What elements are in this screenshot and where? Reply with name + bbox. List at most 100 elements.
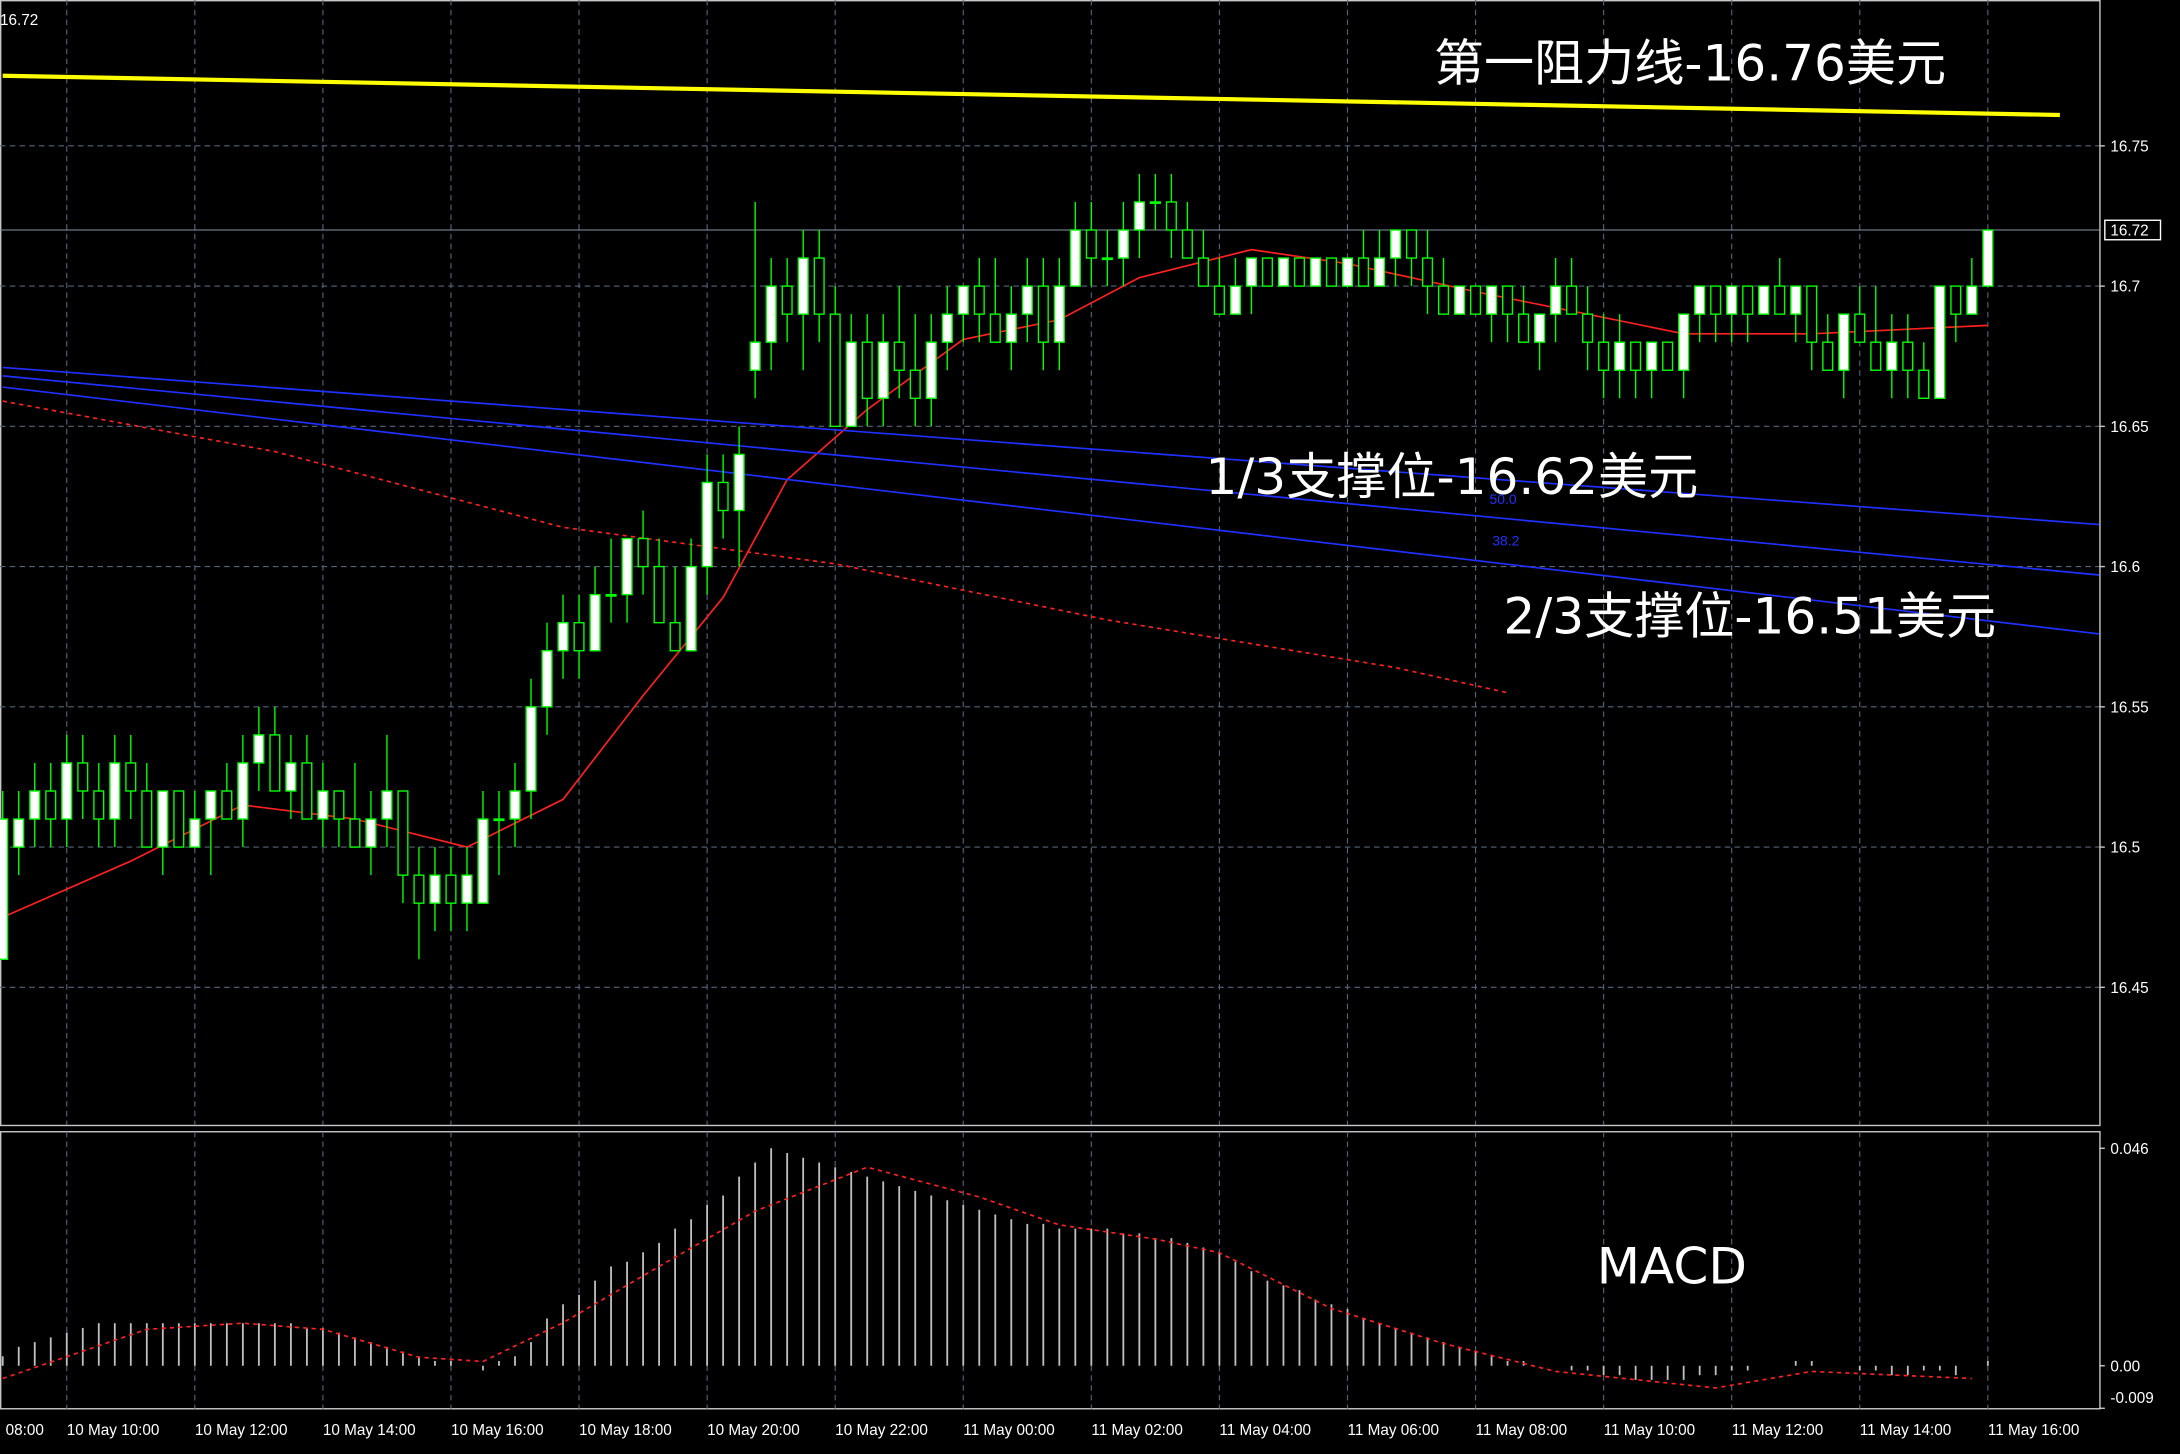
candle-body <box>1982 229 1994 287</box>
candle-body <box>189 818 201 848</box>
candle-body <box>13 818 25 848</box>
indicator-line <box>2 375 2100 576</box>
candle-body <box>1085 229 1097 259</box>
candle-body <box>1726 285 1738 315</box>
candle-body <box>269 734 281 792</box>
x-tick-label: 10 May 20:00 <box>707 1422 800 1439</box>
x-tick-label: 10 May 16:00 <box>451 1422 544 1439</box>
candle-body <box>957 285 969 315</box>
candle-body <box>1501 285 1514 315</box>
candle-body <box>429 874 441 904</box>
candle-body <box>1437 285 1450 315</box>
candle-body <box>1838 313 1850 371</box>
x-tick-label: 11 May 02:00 <box>1091 1422 1183 1439</box>
y-tick-label: 16.75 <box>2110 138 2148 155</box>
candle-body <box>1389 229 1402 259</box>
x-tick-label: 11 May 04:00 <box>1219 1422 1311 1439</box>
candle-body <box>1181 229 1193 259</box>
candle-body <box>717 481 729 512</box>
x-tick-label: 11 May 00:00 <box>963 1422 1055 1439</box>
x-tick-label: 08:00 <box>6 1422 44 1439</box>
candle-body <box>1694 285 1706 315</box>
fan-label: 50.0 <box>1490 491 1517 507</box>
y-tick-label: 0.046 <box>2110 1141 2148 1158</box>
price-panel-frame <box>0 0 2101 1127</box>
candle-body <box>317 790 329 820</box>
candle-body <box>1614 341 1626 371</box>
candle-body <box>1550 285 1562 315</box>
candle-body <box>77 762 89 792</box>
indicator-line <box>2 386 2100 635</box>
candle-body <box>1662 341 1674 371</box>
candle-body <box>1005 313 1017 343</box>
candle-body <box>1293 257 1306 287</box>
x-tick-label: 10 May 22:00 <box>835 1422 928 1439</box>
candle-body <box>349 818 361 848</box>
candle-body <box>1325 257 1338 287</box>
candle-body <box>477 818 489 904</box>
candle-body <box>1646 341 1658 371</box>
candle-body <box>925 341 937 399</box>
candle-body <box>1485 285 1498 315</box>
candle-body <box>989 313 1001 343</box>
candle-body <box>893 341 905 371</box>
candle-body <box>637 537 649 568</box>
candle-body <box>1854 313 1866 343</box>
candle-body <box>861 341 873 399</box>
candle-body <box>1213 285 1225 315</box>
candle-body <box>1117 229 1129 259</box>
candle-body <box>1133 201 1145 231</box>
candle-body <box>701 481 713 568</box>
candle-body <box>1069 229 1081 287</box>
y-tick-label: 0.00 <box>2110 1358 2140 1375</box>
candle-body <box>1165 201 1177 231</box>
candle-body <box>1373 257 1386 287</box>
y-tick-label: 16.6 <box>2110 559 2140 576</box>
last-price-label: 16.72 <box>2110 223 2148 240</box>
candle-body <box>1421 257 1434 287</box>
candle-body <box>573 621 585 652</box>
candle-body <box>493 818 505 822</box>
x-tick-label: 10 May 10:00 <box>67 1422 160 1439</box>
indicator-line <box>2 1166 1972 1389</box>
candle-body <box>1742 285 1754 315</box>
candle-body <box>1822 341 1834 371</box>
candle-body <box>1053 285 1065 343</box>
candle-body <box>413 874 425 904</box>
indicator-line <box>2 400 1508 694</box>
candle-body <box>813 257 825 315</box>
candle-body <box>397 790 409 876</box>
macd-panel-frame <box>0 1131 2101 1410</box>
candle-body <box>973 285 985 315</box>
candle-body <box>93 790 105 820</box>
candle-body <box>1245 257 1257 287</box>
candle-body <box>1037 285 1049 343</box>
candle-body <box>829 313 841 428</box>
candle-body <box>1469 285 1482 315</box>
candle-body <box>381 790 393 820</box>
last-price-corner: 16.72 <box>0 12 38 29</box>
candle-body <box>125 762 137 792</box>
y-tick-label: 16.5 <box>2110 840 2140 857</box>
candle-body <box>221 790 233 820</box>
candle-body <box>109 762 121 820</box>
candle-body <box>1149 201 1161 205</box>
candle-body <box>525 706 537 792</box>
candle-body <box>141 790 153 848</box>
y-tick-label: 16.45 <box>2110 980 2148 997</box>
candle-body <box>1277 257 1290 287</box>
x-tick-label: 10 May 18:00 <box>579 1422 672 1439</box>
candle-body <box>1101 257 1113 261</box>
candle-body <box>669 621 681 652</box>
x-tick-label: 10 May 14:00 <box>323 1422 416 1439</box>
candle-body <box>45 790 57 820</box>
candle-body <box>173 790 185 848</box>
candle-body <box>0 818 9 960</box>
x-tick-label: 11 May 14:00 <box>1860 1422 1952 1439</box>
candle-body <box>1758 285 1770 315</box>
candle-body <box>797 257 809 315</box>
candle-body <box>765 285 777 343</box>
x-tick-label: 11 May 12:00 <box>1732 1422 1824 1439</box>
